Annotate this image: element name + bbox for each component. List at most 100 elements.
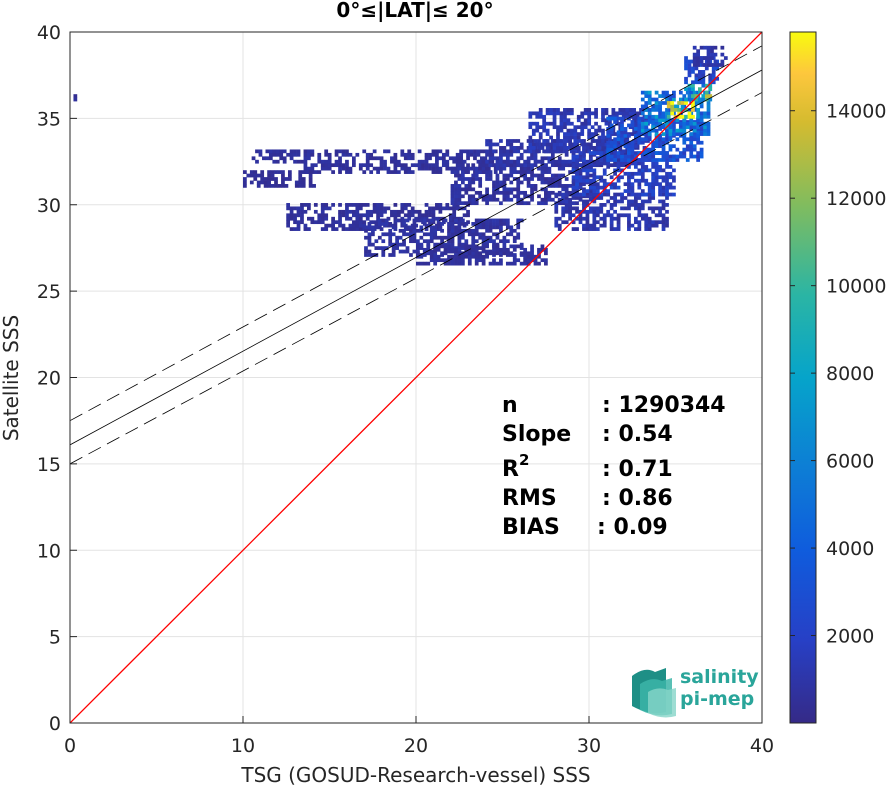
density-cell	[388, 232, 393, 237]
density-cell	[471, 173, 476, 178]
density-cell	[417, 213, 422, 218]
density-cell	[464, 239, 469, 244]
density-cell	[625, 111, 630, 116]
density-cell	[557, 227, 562, 231]
density-cell	[457, 222, 462, 226]
density-cell	[450, 258, 455, 263]
density-cell	[384, 232, 389, 237]
density-cell	[627, 185, 631, 190]
density-cell	[540, 177, 545, 181]
density-cell	[459, 149, 464, 154]
density-cell	[391, 242, 396, 247]
density-cell	[606, 161, 611, 166]
density-cell	[403, 213, 408, 218]
density-cell	[585, 209, 590, 214]
density-cell	[367, 242, 372, 247]
density-cell	[665, 90, 669, 95]
density-cell	[400, 203, 405, 207]
density-cell	[601, 142, 605, 147]
density-cell	[665, 118, 669, 123]
density-cell	[512, 149, 517, 154]
density-cell	[604, 111, 609, 116]
density-cell	[654, 90, 659, 95]
density-cell	[533, 254, 538, 259]
density-cell	[637, 127, 642, 131]
density-cell	[438, 209, 443, 214]
density-cell	[630, 192, 635, 197]
density-cell	[452, 159, 457, 164]
waves-icon	[632, 668, 676, 718]
density-cell	[480, 149, 484, 154]
density-cell	[348, 166, 353, 171]
density-cell	[488, 159, 493, 164]
density-cell	[403, 166, 408, 171]
density-cell	[455, 206, 460, 211]
density-cell	[687, 70, 692, 74]
density-cell	[589, 173, 593, 178]
density-cell	[519, 244, 524, 249]
density-cell	[687, 73, 692, 78]
density-cell	[611, 111, 616, 116]
density-cell	[296, 206, 301, 211]
density-cell	[592, 159, 597, 164]
density-cell	[647, 137, 652, 142]
density-cell	[502, 149, 507, 154]
density-cell	[436, 254, 441, 259]
density-cell	[601, 108, 605, 112]
density-cell	[658, 189, 662, 193]
density-cell	[488, 251, 493, 256]
density-cell	[535, 114, 540, 119]
density-cell	[263, 180, 268, 185]
density-cell	[519, 218, 524, 223]
density-cell	[407, 156, 412, 161]
density-cell	[256, 173, 261, 178]
density-cell	[595, 213, 600, 218]
density-cell	[481, 163, 486, 168]
density-cell	[654, 165, 659, 169]
density-cell	[417, 163, 422, 168]
density-cell	[692, 125, 697, 130]
density-cell	[388, 228, 393, 233]
density-cell	[557, 173, 562, 178]
density-cell	[597, 146, 602, 150]
density-cell	[665, 128, 669, 133]
density-cell	[616, 178, 621, 183]
density-cell	[668, 97, 673, 102]
density-cell	[658, 104, 662, 109]
density-cell	[647, 154, 652, 159]
density-cell	[640, 128, 645, 133]
density-cell	[409, 253, 413, 257]
density-cell	[341, 209, 346, 214]
density-cell	[523, 194, 528, 199]
density-cell	[537, 201, 541, 206]
density-cell	[301, 170, 306, 174]
density-cell	[338, 203, 342, 207]
density-cell	[708, 80, 713, 85]
density-cell	[454, 261, 458, 266]
density-cell	[602, 161, 607, 166]
density-cell	[544, 197, 548, 202]
density-cell	[575, 206, 579, 211]
density-cell	[466, 209, 470, 214]
density-cell	[358, 213, 363, 218]
density-cell	[243, 170, 247, 174]
density-cell	[654, 223, 659, 228]
density-cell	[644, 114, 649, 119]
density-cell	[665, 121, 669, 126]
density-cell	[275, 152, 280, 157]
density-cell	[613, 171, 617, 176]
density-cell	[566, 118, 571, 123]
y-tick-label: 15	[37, 454, 61, 476]
density-cell	[485, 239, 489, 244]
density-cell	[348, 170, 353, 174]
density-cell	[307, 166, 311, 171]
density-cell	[272, 149, 277, 154]
density-cell	[377, 225, 382, 230]
density-cell	[566, 135, 571, 140]
density-cell	[678, 154, 683, 159]
density-cell	[454, 166, 458, 171]
density-cell	[704, 94, 709, 98]
density-cell	[530, 251, 534, 256]
density-cell	[417, 209, 422, 214]
